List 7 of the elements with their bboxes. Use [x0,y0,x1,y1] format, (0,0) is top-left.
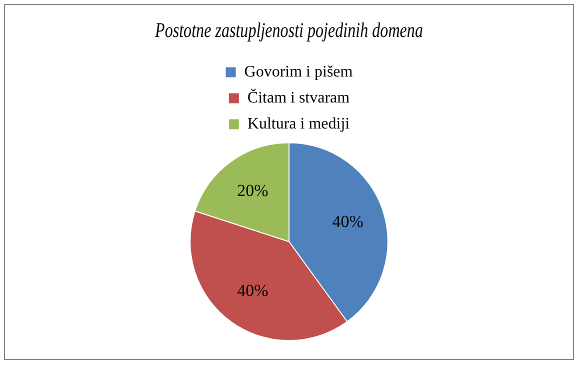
data-label: 20% [237,181,268,200]
data-label: 40% [332,212,364,231]
chart-title: Postotne zastupljenosti pojedinih domena [154,19,423,43]
legend-label: Čitam i stvaram [247,88,350,106]
legend-label: Kultura i mediji [247,115,350,132]
legend-label: Govorim i pišem [244,63,354,80]
data-label: 40% [237,281,268,300]
